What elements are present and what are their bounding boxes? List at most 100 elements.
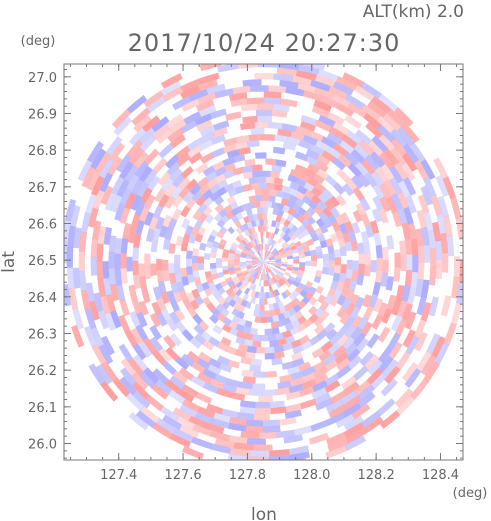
radar-cell — [266, 316, 274, 323]
radar-cell — [280, 98, 298, 108]
radar-cell — [202, 296, 212, 307]
radar-cell — [254, 266, 260, 271]
radar-cell — [198, 139, 214, 151]
radar-cell — [203, 382, 219, 394]
radar-cell — [237, 412, 255, 421]
radar-cell — [332, 272, 341, 282]
radar-cell — [209, 108, 227, 120]
radar-cell — [331, 94, 352, 108]
radar-cell — [364, 154, 380, 171]
radar-cell — [258, 182, 267, 189]
radar-cell — [295, 191, 306, 201]
radar-cell — [261, 225, 266, 232]
radar-cell — [263, 262, 266, 268]
radar-cell — [250, 270, 256, 276]
radar-cell — [202, 165, 216, 177]
radar-cell — [342, 336, 355, 350]
radar-cell — [144, 194, 156, 210]
radar-cell — [228, 291, 237, 299]
radar-cell — [267, 252, 272, 258]
radar-cell — [271, 109, 288, 118]
radar-cell — [197, 256, 205, 264]
radar-cell — [390, 147, 407, 166]
radar-cell — [251, 261, 258, 264]
radar-cell — [394, 107, 414, 127]
radar-cell — [263, 298, 268, 305]
radar-cell — [133, 233, 142, 248]
radar-cell — [325, 445, 348, 459]
radar-cell — [334, 214, 345, 226]
radar-cell — [354, 85, 375, 102]
x-tick-label: 127.4 — [100, 468, 137, 483]
radar-cell — [162, 86, 184, 102]
radar-cell — [193, 277, 202, 286]
radar-cell — [325, 238, 334, 247]
radar-cell — [180, 166, 194, 179]
radar-cell — [254, 232, 259, 239]
radar-cell — [158, 347, 173, 363]
radar-cell — [210, 251, 217, 258]
radar-cell — [259, 267, 263, 274]
radar-cell — [314, 392, 331, 405]
radar-cell — [281, 291, 288, 300]
radar-cell — [265, 176, 275, 184]
radar-cell — [240, 356, 252, 365]
radar-cell — [410, 271, 419, 289]
radar-cell — [168, 263, 175, 274]
radar-cell — [352, 186, 365, 201]
radar-cell — [130, 178, 144, 196]
radar-cell — [162, 414, 182, 431]
radar-cell — [164, 183, 177, 198]
radar-cell — [261, 262, 264, 268]
radar-cell — [242, 79, 262, 87]
radar-cell — [242, 326, 252, 334]
radar-cell — [259, 243, 262, 251]
radar-cell — [120, 237, 129, 254]
radar-cell — [367, 140, 384, 157]
radar-cell — [232, 294, 240, 303]
radar-cell — [269, 449, 290, 457]
radar-cell — [402, 362, 419, 382]
radar-cell — [241, 269, 249, 275]
radar-cell — [254, 401, 270, 409]
radar-cell — [217, 243, 225, 250]
radar-cell — [83, 325, 98, 348]
radar-cell — [267, 266, 273, 272]
radar-cell — [138, 127, 156, 145]
radar-cell — [271, 290, 277, 298]
radar-cell — [268, 265, 274, 270]
radar-cell — [119, 207, 131, 224]
radar-cell — [272, 314, 280, 323]
radar-cell — [334, 248, 341, 258]
radar-cell — [271, 164, 283, 173]
radar-cell — [202, 189, 213, 200]
radar-cell — [379, 410, 401, 429]
radar-cell — [253, 414, 270, 421]
radar-cell — [314, 119, 332, 132]
radar-cell — [352, 209, 363, 223]
radar-cell — [240, 254, 247, 259]
radar-cell — [198, 105, 217, 118]
radar-cell — [168, 243, 176, 254]
radar-cell — [264, 328, 273, 336]
radar-cell — [277, 380, 292, 390]
radar-cell — [354, 161, 369, 177]
radar-cell — [212, 160, 225, 171]
radar-cell — [204, 214, 214, 224]
radar-cell — [288, 293, 297, 301]
radar-cell — [256, 207, 263, 214]
radar-cell — [256, 238, 260, 245]
radar-cell — [344, 342, 358, 356]
radar-cell — [292, 289, 300, 298]
radar-cell — [234, 267, 241, 272]
radar-cell — [191, 190, 203, 202]
radar-cell — [108, 235, 117, 253]
radar-cell — [152, 123, 170, 140]
radar-cell — [311, 233, 319, 242]
radar-cell — [192, 248, 200, 257]
radar-cell — [299, 334, 310, 345]
radar-cell — [308, 296, 318, 306]
radar-cell — [225, 276, 233, 284]
radar-cell — [181, 276, 190, 287]
radar-cell — [298, 361, 312, 372]
